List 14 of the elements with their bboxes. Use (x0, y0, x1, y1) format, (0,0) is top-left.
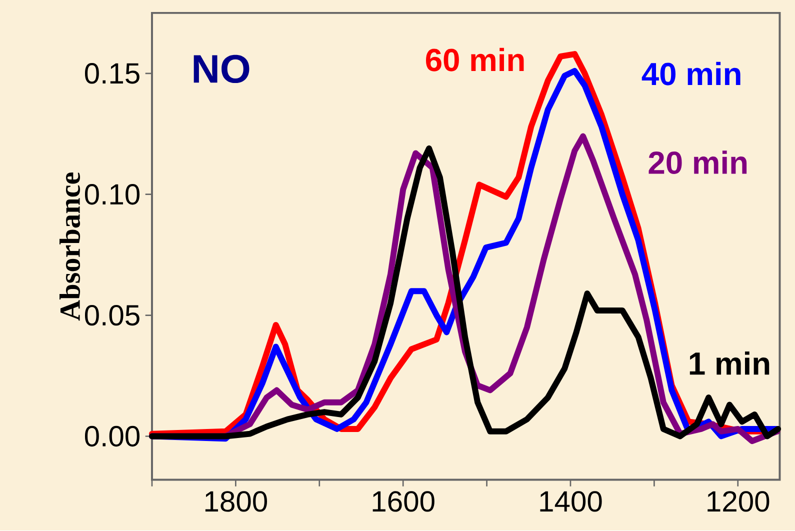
series-label: 40 min (642, 62, 740, 86)
y-tick-label: 0.00 (84, 426, 140, 447)
annotation: NO (194, 55, 250, 84)
series-label: 60 min (426, 48, 524, 72)
x-tick-label: 1600 (372, 491, 434, 512)
y-tick-label: 0.10 (84, 184, 140, 205)
x-tick-label: 1200 (708, 491, 770, 512)
y-tick-label: 0.05 (84, 305, 140, 326)
series-label: 20 min (648, 150, 747, 174)
series-label: 1 min (690, 352, 770, 375)
x-tick-label: 1400 (540, 491, 602, 512)
y-axis-title: Absorbance (60, 172, 80, 321)
x-tick-label: 1800 (205, 491, 268, 512)
y-tick-label: 0.15 (84, 63, 140, 84)
